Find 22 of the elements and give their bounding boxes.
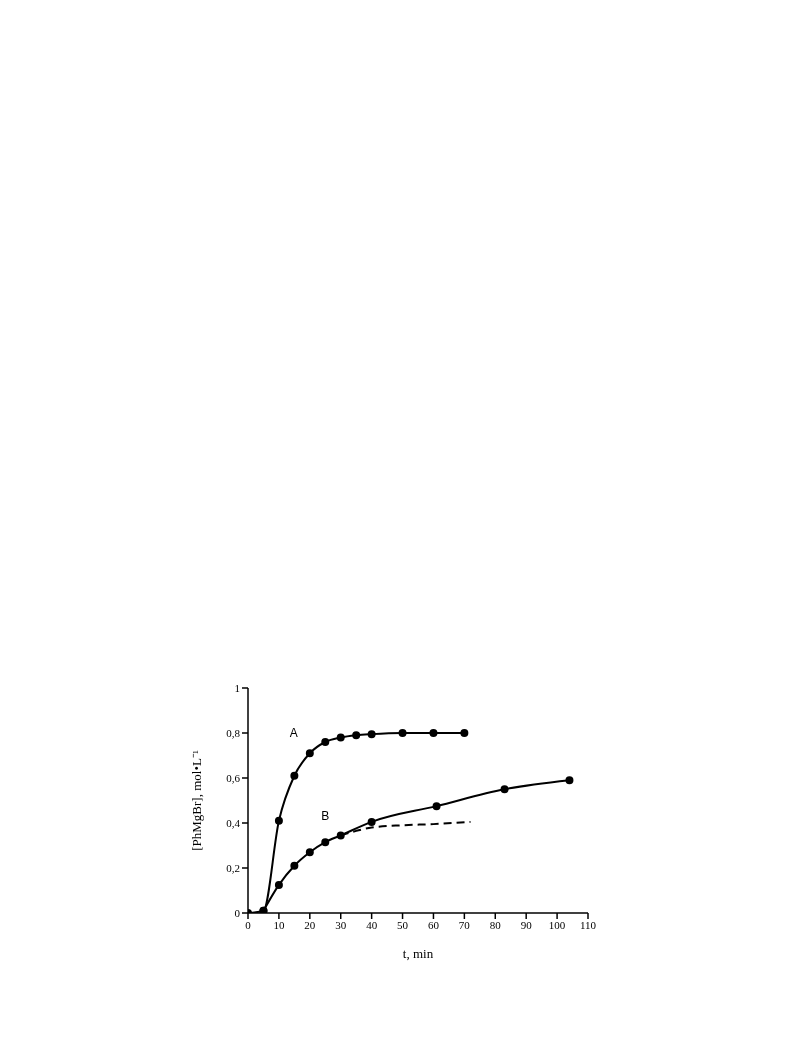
x-tick-label: 70 — [458, 918, 471, 931]
y-tick-label: 0,4 — [226, 816, 241, 829]
x-tick-label: 10 — [273, 918, 285, 931]
x-tick-label: 90 — [520, 918, 533, 931]
y-tick-label: 0,8 — [226, 726, 241, 739]
y-tick-label: 0,6 — [226, 771, 241, 784]
x-tick-label: 0 — [245, 918, 252, 931]
x-tick-label: 20 — [304, 918, 316, 931]
x-axis-title: t, min — [402, 946, 434, 961]
x-tick-label: 40 — [366, 918, 378, 931]
x-tick-label: 60 — [427, 918, 440, 931]
y-tick-label: 0 — [234, 906, 241, 919]
y-tick-label: 1 — [234, 681, 240, 694]
x-tick-label: 30 — [335, 918, 347, 931]
x-tick-label: 50 — [397, 918, 409, 931]
series-label: A — [289, 726, 298, 741]
series-label: B — [321, 809, 330, 824]
x-tick-label: 100 — [548, 918, 566, 931]
y-axis-title: [PhMgBr], mol•L⁻¹ — [188, 750, 204, 851]
x-tick-label: 80 — [489, 918, 502, 931]
x-tick-label: 110 — [579, 918, 597, 931]
y-tick-label: 0,2 — [226, 861, 240, 874]
